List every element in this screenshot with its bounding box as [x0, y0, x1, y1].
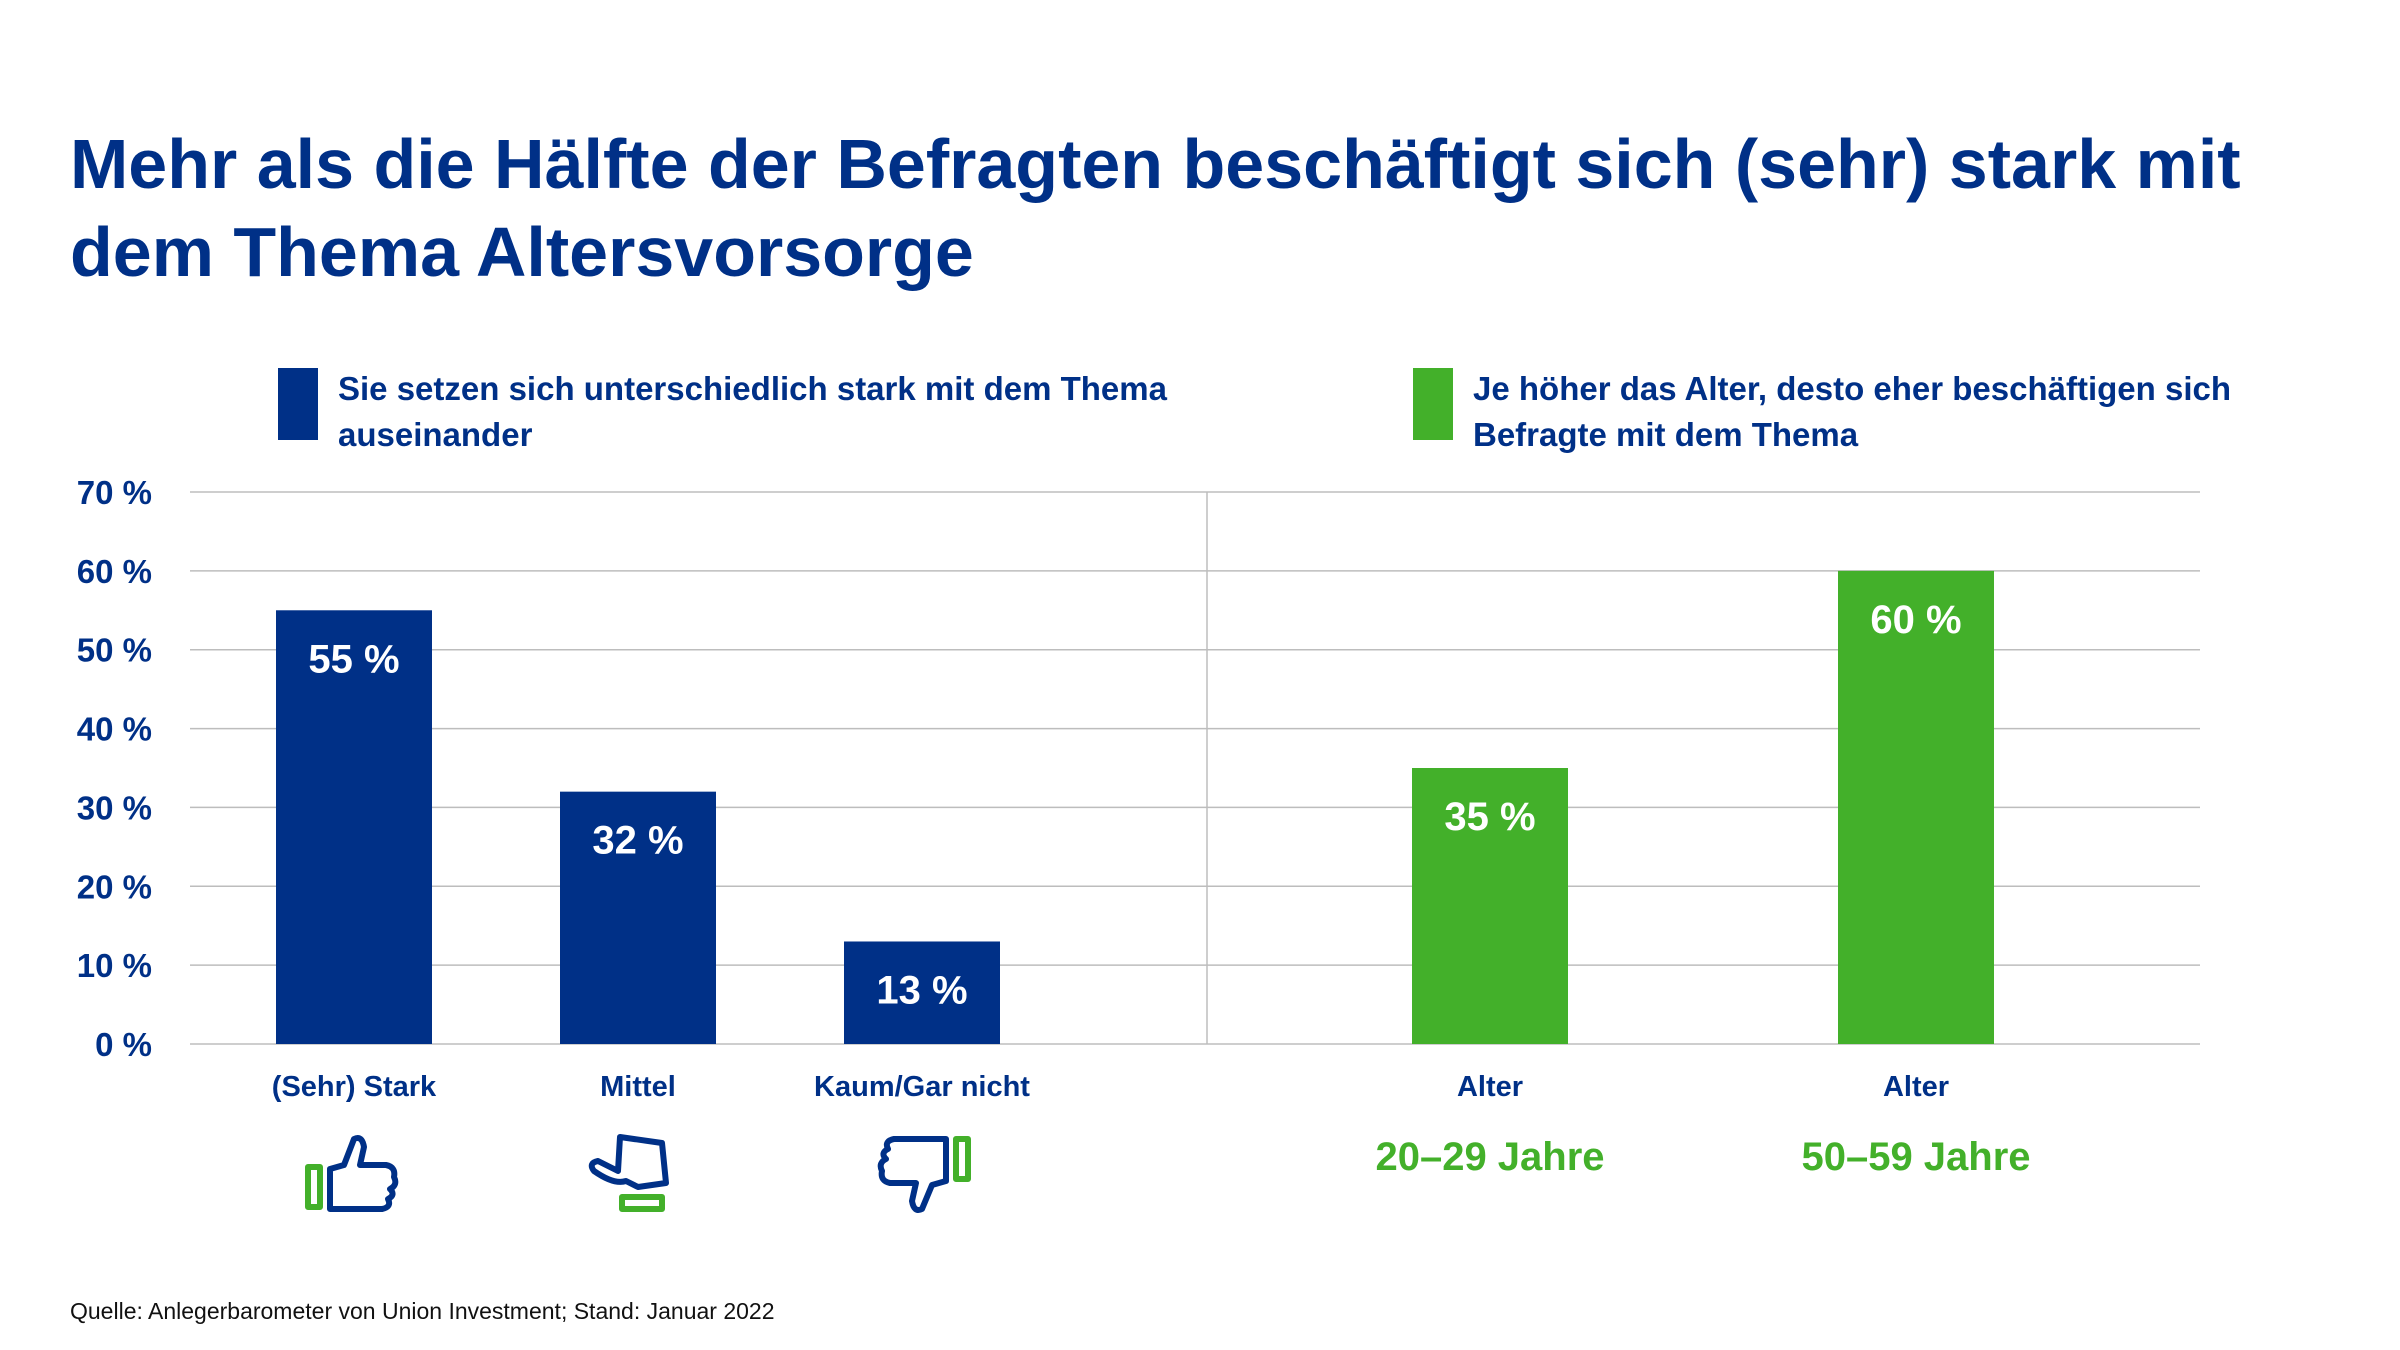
- bar: [844, 941, 1000, 1044]
- legend-item-green: Je höher das Alter, desto eher beschäfti…: [1413, 366, 2373, 458]
- bar: [560, 791, 716, 1044]
- x-category-label: Alter: [1883, 1071, 1949, 1103]
- thumb-sideways-icon: [588, 1134, 669, 1212]
- y-tick-label: 10 %: [77, 947, 152, 984]
- y-tick-label: 40 %: [77, 711, 152, 748]
- y-tick-label: 50 %: [77, 632, 152, 669]
- bar: [276, 610, 432, 1044]
- source-note: Quelle: Anlegerbarometer von Union Inves…: [70, 1298, 775, 1324]
- bar-value-label: 32 %: [592, 819, 683, 863]
- y-tick-label: 0 %: [95, 1026, 152, 1063]
- legend-swatch-blue: [278, 368, 318, 440]
- bar: [1412, 768, 1568, 1044]
- legend-item-blue: Sie setzen sich unterschiedlich stark mi…: [278, 366, 1238, 458]
- y-tick-label: 20 %: [77, 868, 152, 905]
- legend-text-green: Je höher das Alter, desto eher beschäfti…: [1473, 370, 2232, 453]
- y-tick-label: 70 %: [77, 474, 152, 511]
- x-category-label: Kaum/Gar nicht: [814, 1071, 1030, 1103]
- thumbs-down-icon: [877, 1136, 971, 1213]
- x-age-label: 20–29 Jahre: [1375, 1135, 1604, 1179]
- legend-swatch-green: [1413, 368, 1453, 440]
- thumbs-up-icon: [305, 1135, 399, 1212]
- legend-text-blue: Sie setzen sich unterschiedlich stark mi…: [338, 370, 1167, 453]
- bar-value-label: 55 %: [308, 637, 399, 681]
- bar-value-label: 13 %: [876, 968, 967, 1012]
- x-age-label: 50–59 Jahre: [1801, 1135, 2030, 1179]
- x-category-label: (Sehr) Stark: [272, 1071, 437, 1103]
- chart-title: Mehr als die Hälfte der Befragten beschä…: [70, 125, 2241, 291]
- bar-value-label: 35 %: [1444, 795, 1535, 839]
- x-category-label: Alter: [1457, 1071, 1523, 1103]
- bar: [1838, 570, 1994, 1044]
- y-tick-label: 60 %: [77, 553, 152, 590]
- bar-value-label: 60 %: [1870, 598, 1961, 642]
- y-tick-label: 30 %: [77, 789, 152, 826]
- x-category-label: Mittel: [600, 1071, 676, 1103]
